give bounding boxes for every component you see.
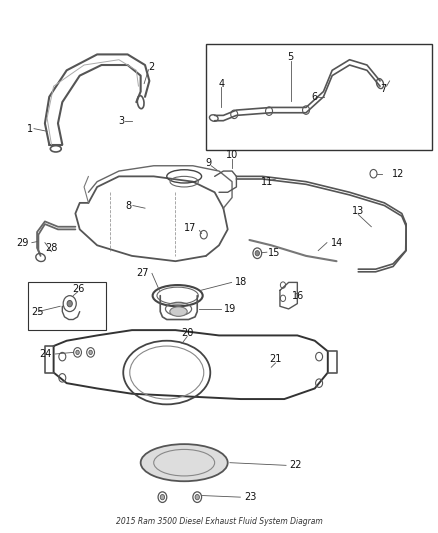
Text: 27: 27 bbox=[136, 269, 148, 278]
Text: 15: 15 bbox=[268, 248, 280, 259]
Circle shape bbox=[89, 350, 92, 354]
Text: 12: 12 bbox=[392, 169, 404, 179]
Text: 19: 19 bbox=[224, 304, 237, 314]
Text: 24: 24 bbox=[39, 349, 52, 359]
Text: 14: 14 bbox=[331, 238, 343, 248]
Circle shape bbox=[76, 350, 79, 354]
Text: 29: 29 bbox=[17, 238, 29, 248]
Text: 10: 10 bbox=[226, 150, 238, 160]
Text: 17: 17 bbox=[184, 223, 196, 233]
Circle shape bbox=[160, 495, 165, 500]
Text: 26: 26 bbox=[73, 284, 85, 294]
Circle shape bbox=[255, 251, 259, 256]
Text: 6: 6 bbox=[312, 92, 318, 102]
Ellipse shape bbox=[170, 307, 187, 317]
Text: 1: 1 bbox=[27, 124, 33, 134]
Circle shape bbox=[67, 301, 72, 307]
Text: 23: 23 bbox=[244, 492, 256, 502]
FancyBboxPatch shape bbox=[28, 282, 106, 330]
Text: 3: 3 bbox=[118, 116, 124, 126]
Ellipse shape bbox=[141, 444, 228, 481]
Text: 5: 5 bbox=[288, 52, 294, 62]
Text: 13: 13 bbox=[352, 206, 364, 216]
Text: 25: 25 bbox=[31, 306, 43, 317]
Text: 11: 11 bbox=[261, 176, 273, 187]
Circle shape bbox=[195, 495, 199, 500]
Text: 22: 22 bbox=[290, 461, 302, 470]
Text: 20: 20 bbox=[181, 328, 194, 338]
Text: 18: 18 bbox=[235, 277, 247, 287]
Text: 4: 4 bbox=[218, 78, 224, 88]
Text: 8: 8 bbox=[125, 200, 131, 211]
FancyBboxPatch shape bbox=[206, 44, 432, 150]
Text: 7: 7 bbox=[380, 84, 387, 94]
Text: 16: 16 bbox=[292, 290, 304, 301]
Text: 21: 21 bbox=[269, 354, 282, 364]
Text: 2: 2 bbox=[148, 62, 155, 71]
Text: 28: 28 bbox=[45, 243, 58, 253]
Text: 9: 9 bbox=[205, 158, 211, 168]
Text: 2015 Ram 3500 Diesel Exhaust Fluid System Diagram: 2015 Ram 3500 Diesel Exhaust Fluid Syste… bbox=[116, 518, 322, 526]
